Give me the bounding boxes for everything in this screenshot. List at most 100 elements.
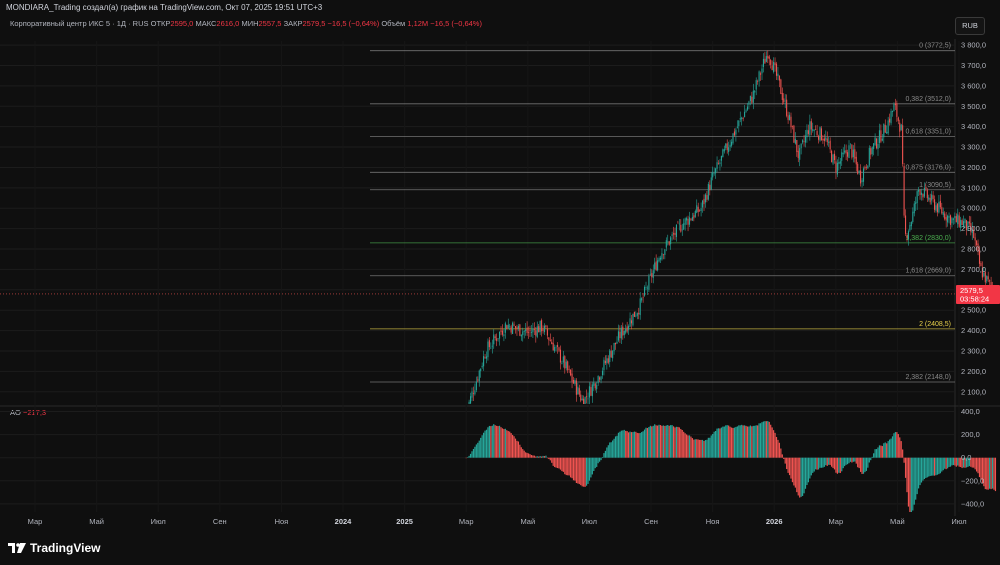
ao-bar <box>684 433 686 458</box>
time-tick-label: Июл <box>151 517 166 526</box>
ao-bar <box>583 457 585 487</box>
ao-bar <box>965 457 968 468</box>
ao-bar <box>889 439 891 458</box>
fibonacci-layer: 0 (3772,5) 0,382 (3512,0) 0,618 (3351,0) 0,… <box>370 43 955 383</box>
candle-body <box>770 59 772 65</box>
candle-body <box>497 338 499 340</box>
candle-body <box>475 381 477 391</box>
ao-bar <box>800 457 802 497</box>
candle-body <box>941 207 943 214</box>
ao-bar <box>657 425 659 458</box>
currency-button[interactable]: RUB <box>955 17 985 35</box>
ao-bar <box>607 445 609 458</box>
price-tick-label: 2 700,0 <box>961 265 986 274</box>
ao-bar <box>507 431 509 458</box>
ao-bar <box>822 457 824 468</box>
candle-body <box>958 215 960 227</box>
candle-body <box>745 110 747 112</box>
candle-body <box>731 141 733 146</box>
ao-bar <box>755 425 757 458</box>
candle-body <box>935 205 937 211</box>
candle-body <box>703 198 705 205</box>
ao-bar <box>625 430 627 458</box>
candle-body <box>778 75 780 81</box>
symbol-legend: Корпоративный центр ИКС 5 · 1Д · RUS ОТК… <box>10 19 482 28</box>
candle-body <box>896 103 898 117</box>
ao-bar <box>712 433 714 458</box>
ao-bar <box>715 431 717 458</box>
candle-body <box>852 149 854 158</box>
candle-body <box>893 104 895 112</box>
fibonacci-level-label: 2 (2408,5) <box>919 321 951 328</box>
candle-body <box>501 330 503 335</box>
fibonacci-level-label: 0,382 (3512,0) <box>905 96 951 103</box>
candle-body <box>506 325 508 330</box>
time-tick-label: Мар <box>459 517 474 526</box>
symbol-name[interactable]: Корпоративный центр ИКС 5 · 1Д · RUS <box>10 19 149 28</box>
ao-bar <box>974 457 976 470</box>
candle-body <box>791 126 793 127</box>
ao-bar <box>599 457 601 462</box>
fibonacci-level-label: 1,618 (2669,0) <box>905 268 951 275</box>
candle-body <box>980 262 982 267</box>
candle-body <box>820 128 822 141</box>
candle-body <box>617 331 619 341</box>
candle-body <box>583 398 585 404</box>
candle-body <box>675 224 677 238</box>
price-axis[interactable]: 2 100,02 200,02 300,02 400,02 500,02 600… <box>961 41 986 397</box>
price-chart[interactable]: 0 (3772,5) 0,382 (3512,0) 0,618 (3351,0) 0,… <box>0 0 1000 533</box>
candle-body <box>973 229 975 238</box>
ao-bar <box>964 457 966 468</box>
candle-body <box>665 240 667 248</box>
ao-bar <box>674 427 676 458</box>
candle-body <box>716 162 718 169</box>
time-axis[interactable]: Мар Май Июл Сен Ноя 2024 2025 Мар Май Июл Сен Ноя 20… <box>28 517 1000 526</box>
ao-bar <box>612 440 614 458</box>
ao-tick-label: 400,0 <box>961 407 980 416</box>
candle-body <box>809 121 811 136</box>
candle-body <box>733 131 735 136</box>
candle-body <box>945 217 947 221</box>
ao-bar <box>787 457 789 473</box>
candle-body <box>845 150 847 154</box>
candle-body <box>552 343 554 351</box>
ao-bar <box>936 457 939 475</box>
candle-body <box>787 115 789 120</box>
ao-bar <box>623 429 625 458</box>
ao-bar <box>933 457 936 476</box>
candle-body <box>696 205 698 213</box>
ao-bar <box>887 441 889 458</box>
ao-bar <box>567 457 569 476</box>
candle-body <box>981 267 983 278</box>
candle-body <box>644 286 646 296</box>
ao-bar <box>686 434 688 458</box>
ao-bar <box>977 457 979 474</box>
candle-body <box>638 312 640 315</box>
candle-body <box>699 210 701 211</box>
ao-bar <box>497 426 499 458</box>
price-tick-label: 2 500,0 <box>961 306 986 315</box>
candle-body <box>867 165 869 169</box>
ao-bar <box>471 451 473 458</box>
candle-body <box>926 190 928 199</box>
high-value: 2616,0 <box>216 19 240 28</box>
candle-body <box>509 325 511 327</box>
ao-bar <box>865 457 867 471</box>
ao-bar <box>775 436 778 458</box>
ao-bar <box>483 432 485 458</box>
ao-bar <box>968 457 970 467</box>
footer-bar <box>0 533 1000 565</box>
candle-body <box>987 276 989 280</box>
ao-tick-label: 0,0 <box>961 453 971 462</box>
ao-bar <box>900 441 902 458</box>
ao-bar <box>941 457 943 472</box>
candle-body <box>960 220 962 228</box>
ao-bar <box>939 457 941 474</box>
ao-name[interactable]: AO <box>10 408 21 417</box>
ao-bar <box>697 439 699 458</box>
ao-bar <box>978 457 981 478</box>
ao-axis[interactable]: 400,0 200,0 0,0 −200,0 −400,0 <box>961 407 984 508</box>
ao-bar <box>485 429 488 458</box>
ao-bar <box>864 457 866 473</box>
candle-body <box>710 177 712 190</box>
